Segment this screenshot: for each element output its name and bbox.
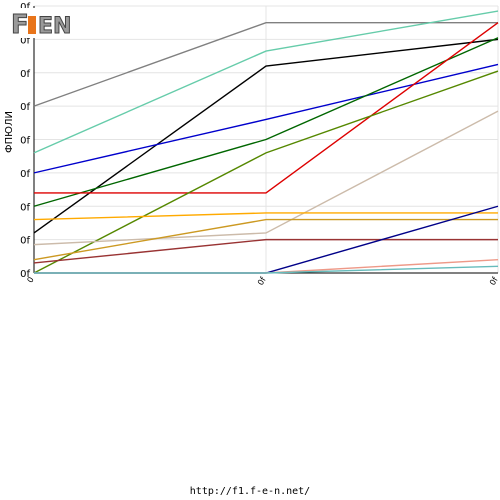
y-tick-label: 0f — [20, 102, 30, 113]
series-line-5 — [33, 37, 499, 207]
y-tick-label: 0f — [20, 2, 30, 13]
footer-url[interactable]: http://f1.f-e-n.net/ — [189, 486, 311, 497]
series-group — [33, 10, 499, 274]
y-tick-label: 0f — [20, 169, 30, 180]
x-tick-label: 0 — [25, 276, 35, 285]
series-line-7 — [33, 70, 499, 274]
series-line-11 — [33, 238, 498, 264]
series-line-6 — [34, 22, 499, 194]
y-axis-label: ФПЮЛИ — [4, 111, 15, 153]
svg-text:EN: EN — [38, 14, 71, 38]
y-tick-label: 0f — [20, 69, 30, 80]
y-tick-label: 0f — [20, 202, 30, 213]
svg-text:F: F — [11, 10, 29, 38]
logo: F EN — [8, 8, 100, 41]
series-line-14 — [34, 265, 499, 274]
f1en-logo-icon: F EN — [8, 8, 100, 41]
x-tick-label: 0f — [488, 275, 500, 287]
series-line-2 — [33, 10, 499, 154]
series-line-9 — [33, 212, 498, 221]
series-line-4 — [33, 63, 499, 174]
series-line-10 — [33, 218, 498, 261]
series-line-8 — [33, 110, 499, 246]
x-tick-label: 0f — [256, 275, 268, 287]
y-tick-labels: 0f 0f 0f 0f 0f 0f 0f 0f 0f — [20, 2, 30, 280]
series-line-1 — [33, 21, 498, 107]
x-tick-labels: 0 0f 0f — [25, 275, 499, 287]
series-line-3 — [33, 38, 499, 234]
y-tick-label: 0f — [20, 35, 30, 46]
y-tick-label: 0f — [20, 269, 30, 280]
y-tick-label: 0f — [20, 136, 30, 147]
y-tick-label: 0f — [20, 236, 30, 247]
